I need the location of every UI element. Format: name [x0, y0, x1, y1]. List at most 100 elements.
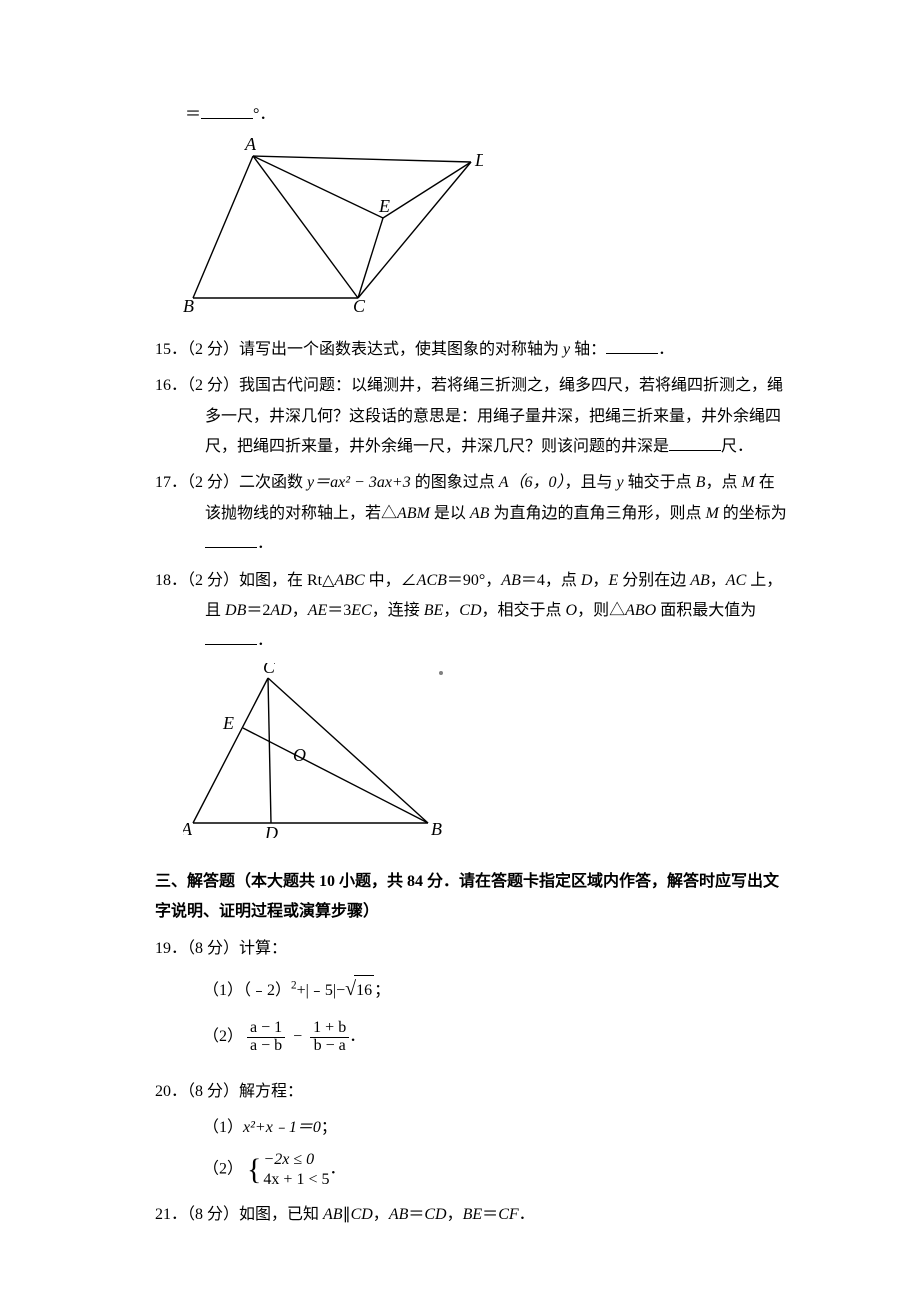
figure-q18: A B C D E O	[183, 663, 790, 849]
q17-d: 轴交于点	[624, 474, 696, 491]
q16-unit: 尺．	[721, 438, 753, 455]
svg-text:D: D	[474, 150, 483, 170]
q18-comma2: ，	[710, 572, 726, 589]
svg-text:C: C	[353, 296, 366, 313]
q19-p2-f1-num: a − 1	[247, 1020, 285, 1038]
q21-cf: CF	[498, 1206, 518, 1223]
q19-p1-sqrt: √16	[345, 970, 374, 1008]
q21-cd2: CD	[424, 1206, 446, 1223]
svg-text:B: B	[183, 296, 194, 313]
q18-be: BE	[424, 602, 444, 619]
q18-ab: AB	[501, 572, 521, 589]
q18-comma3: ，	[292, 602, 308, 619]
svg-text:E: E	[222, 713, 234, 733]
q18-ang: ACB	[417, 572, 447, 589]
q18-j: 面积最大值为	[656, 602, 756, 619]
question-19-part1: （1）（﹣2）2+|﹣5|−√16；	[203, 970, 790, 1008]
q17-hyp: AB	[470, 505, 490, 522]
q18-db: DB	[225, 602, 246, 619]
figure-q14: A B C D E	[183, 138, 790, 324]
q19-p2-f1-den: a − b	[247, 1038, 285, 1055]
q18-ae: AE	[308, 602, 328, 619]
q18-c: ＝90°，	[447, 572, 501, 589]
svg-text:O: O	[293, 745, 306, 765]
q15-period: ．	[658, 341, 674, 358]
q17-tri: ABM	[397, 505, 430, 522]
q18-ad: AD	[270, 602, 291, 619]
q19-p2-frac2: 1 + b b − a	[310, 1020, 349, 1055]
q18-ec: EC	[351, 602, 371, 619]
q17-y: y	[617, 474, 624, 491]
q17-period: ．	[257, 535, 273, 552]
q19-p1-a: （﹣2）	[243, 982, 291, 999]
q20-sys-line2: 4x + 1 < 5	[263, 1170, 329, 1190]
q19-p2-f2-den: b − a	[310, 1038, 349, 1055]
q19-p2-end: ．	[349, 1028, 365, 1045]
q21-be: BE	[463, 1206, 483, 1223]
q17-a: 17．（2 分）二次函数	[155, 474, 307, 491]
question-19-head: 19．（8 分）计算：	[155, 934, 790, 964]
question-15: 15．（2 分）请写出一个函数表达式，使其图象的对称轴为 y 轴：．	[155, 335, 790, 365]
q18-O: O	[566, 602, 578, 619]
q19-p1-end: ；	[374, 982, 390, 999]
prev-blank	[201, 102, 253, 119]
q21-eq2: ＝	[482, 1206, 498, 1223]
q17-e: ，点	[705, 474, 741, 491]
q18-blank	[205, 628, 257, 645]
figure-q14-svg: A B C D E	[183, 138, 483, 313]
svg-text:A: A	[244, 138, 257, 154]
q15-after: 轴：	[570, 341, 606, 358]
svg-text:E: E	[378, 196, 390, 216]
q18-ab2: AB	[690, 572, 710, 589]
q18-e: 分别在边	[618, 572, 690, 589]
q17-M2: M	[705, 505, 718, 522]
svg-text:B: B	[431, 819, 442, 838]
question-17: 17．（2 分）二次函数 y＝ax² − 3ax+3 的图象过点 A（6，0），…	[155, 468, 790, 559]
q19-p1-radicand: 16	[354, 975, 374, 1006]
prev-eq-unit: °．	[253, 106, 275, 123]
q17-B: B	[696, 474, 706, 491]
q17-i: 的坐标为	[719, 505, 787, 522]
q21-eq: ＝	[408, 1206, 424, 1223]
q18-a: 18．（2 分）如图，在 Rt△	[155, 572, 334, 589]
q21-period: ．	[519, 1206, 535, 1223]
q18-h: ，相交于点	[482, 602, 566, 619]
section-3-heading: 三、解答题（本大题共 10 小题，共 84 分．请在答题卡指定区域内作答，解答时…	[155, 867, 790, 928]
q21-par: ∥	[343, 1206, 351, 1223]
question-18: 18．（2 分）如图，在 Rt△ABC 中，∠ACB＝90°，AB＝4，点 D，…	[155, 566, 790, 657]
q17-c: ，且与	[565, 474, 617, 491]
q19-p1-label: （1）	[203, 982, 243, 999]
q19-p2-label: （2）	[203, 1028, 243, 1045]
q18-d: ＝4，点	[521, 572, 581, 589]
prev-eq-text: ＝	[185, 106, 201, 123]
svg-text:A: A	[183, 819, 193, 838]
q17-blank	[205, 531, 257, 548]
q20-p1-label: （1）	[203, 1119, 243, 1136]
q18-tri: ABC	[334, 572, 364, 589]
q20-p1-expr: x²+x﹣1＝0	[243, 1119, 321, 1136]
question-20-part2: （2） { −2x ≤ 0 4x + 1 < 5 ．	[203, 1150, 790, 1190]
q20-p2-end: ．	[329, 1160, 345, 1177]
q19-p2-f2-num: 1 + b	[310, 1020, 349, 1038]
q17-expr: y＝ax² − 3ax+3	[307, 474, 411, 491]
q19-p2-minus: −	[289, 1028, 306, 1045]
q17-ptA: A（6，0）	[499, 474, 565, 491]
q17-g: 是以	[430, 505, 470, 522]
q18-comma4: ，	[443, 602, 459, 619]
svg-text:C: C	[263, 663, 276, 677]
q18-D: D	[581, 572, 593, 589]
q18-b: 中，∠	[365, 572, 417, 589]
question-20-part1: （1）x²+x﹣1＝0；	[203, 1113, 790, 1143]
q18-period: ．	[257, 632, 273, 649]
q21-a: 21．（8 分）如图，已知	[155, 1206, 323, 1223]
q16-blank	[669, 434, 721, 451]
q19-p1-minus: −	[336, 982, 345, 999]
q15-blank	[606, 337, 658, 354]
left-brace-icon: {	[247, 1155, 261, 1185]
q19-p2-frac1: a − 1 a − b	[247, 1020, 285, 1055]
q18-comma1: ，	[592, 572, 608, 589]
question-20-head: 20．（8 分）解方程：	[155, 1077, 790, 1107]
question-16: 16．（2 分）我国古代问题：以绳测井，若将绳三折测之，绳多四尺，若将绳四折测之…	[155, 371, 790, 462]
q18-cd: CD	[459, 602, 481, 619]
question-19-part2: （2） a − 1 a − b − 1 + b b − a ．	[203, 1020, 790, 1055]
